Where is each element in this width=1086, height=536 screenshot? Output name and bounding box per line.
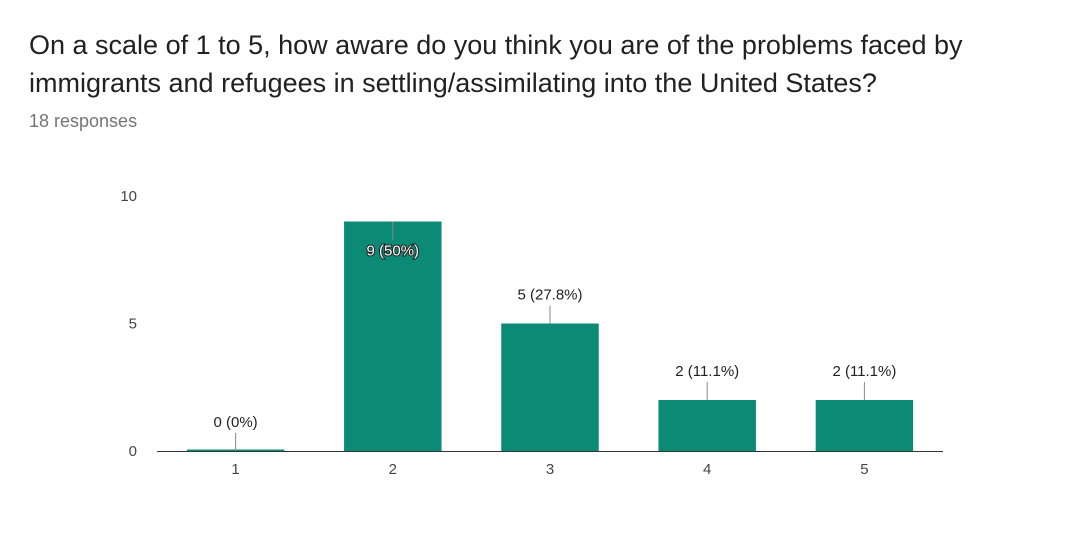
bar bbox=[815, 400, 914, 451]
bar bbox=[658, 400, 756, 451]
x-tick-label: 4 bbox=[703, 461, 711, 478]
y-tick-label: 10 bbox=[120, 188, 137, 205]
data-label: 2 (11.1%) bbox=[832, 363, 896, 380]
data-label: 9 (50%) bbox=[367, 243, 420, 260]
x-tick-label: 3 bbox=[546, 461, 554, 478]
response-count: 18 responses bbox=[29, 111, 138, 131]
x-tick-label: 1 bbox=[231, 461, 239, 478]
bar bbox=[501, 323, 599, 451]
y-tick-label: 0 bbox=[129, 443, 137, 460]
bars: 0 (0%) 9 (50%) 5 (27.8%) 2 (11.1%) 2 (11.1%) bbox=[186, 221, 914, 451]
x-tick-label: 5 bbox=[860, 461, 868, 478]
bar bbox=[344, 221, 442, 451]
data-label: 0 (0%) bbox=[214, 414, 258, 431]
y-tick-label: 5 bbox=[129, 316, 137, 333]
y-axis: 0 5 10 bbox=[120, 188, 137, 460]
x-tick-label: 2 bbox=[389, 461, 397, 478]
x-axis: 1 2 3 4 5 bbox=[231, 461, 868, 478]
data-label: 2 (11.1%) bbox=[675, 363, 739, 380]
data-label: 5 (27.8%) bbox=[517, 287, 582, 304]
question-title: On a scale of 1 to 5, how aware do you t… bbox=[29, 30, 963, 98]
